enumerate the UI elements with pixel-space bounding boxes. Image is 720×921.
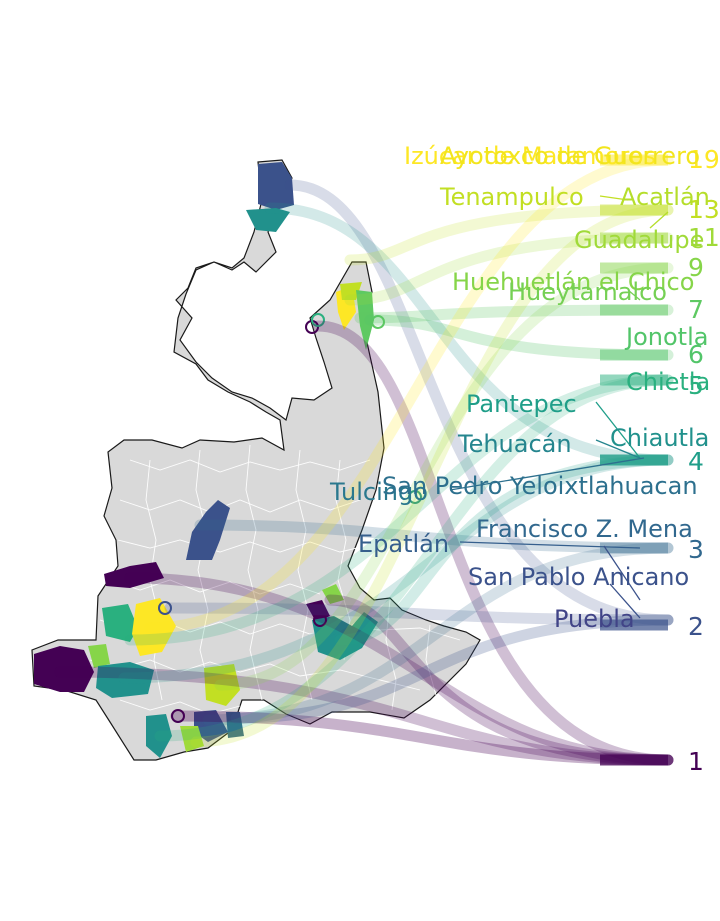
rank-7: 7 — [688, 295, 704, 324]
municipality-teal-south — [146, 714, 172, 758]
municipality-center-blue — [186, 500, 230, 560]
leader-lines — [449, 195, 669, 619]
rank-9: 9 — [688, 253, 704, 282]
rank-6: 6 — [688, 340, 704, 369]
municipality-lime-south — [204, 664, 240, 706]
rank-11: 11 — [688, 223, 720, 252]
label-hueytamalco: Hueytamalco — [508, 278, 667, 306]
highlighted-municipalities — [34, 162, 378, 758]
label-san-pablo: San Pablo Anicano — [468, 563, 689, 591]
rank-4: 4 — [688, 447, 704, 476]
label-huehuetlan: Huehuetlán el Chico — [452, 268, 694, 296]
municipality-teal-west2 — [96, 662, 154, 698]
label-jonotla: Jonotla — [624, 323, 708, 351]
label-francisco: Francisco Z. Mena — [476, 515, 693, 543]
municipality-labels: Izúcar de Matamoros Ayotoxco de Guerrero… — [329, 142, 710, 633]
label-acatlan: Acatlán — [620, 183, 710, 211]
label-san-pedro: San Pedro Yeloixtlahuacan — [382, 472, 698, 500]
label-chietla: Chietla — [626, 368, 710, 396]
municipality-lime-east — [322, 584, 344, 604]
markers — [158, 313, 422, 727]
rank-2: 2 — [688, 612, 704, 641]
municipality-teal-east — [312, 612, 378, 660]
label-tulcingo: Tulcingo — [329, 478, 428, 506]
label-ayotoxco: Ayotoxco de Guerrero — [440, 142, 700, 170]
municipality-teal-west — [102, 604, 138, 642]
rank-19: 19 — [688, 145, 720, 174]
rank-3: 3 — [688, 535, 704, 564]
label-izucar: Izúcar de Matamoros — [404, 142, 656, 170]
rank-5: 5 — [688, 371, 704, 400]
rank-1: 1 — [688, 747, 704, 776]
municipality-green-north — [356, 290, 374, 350]
label-guadalupe: Guadalupe — [574, 226, 704, 254]
municipality-dark-west — [34, 646, 94, 692]
municipality-north-top — [258, 162, 294, 210]
label-epatlan: Epatlán — [358, 530, 449, 558]
label-tehuacan: Tehuacán — [457, 430, 572, 458]
rank-numbers: 19 13 11 9 7 6 5 4 3 2 1 — [688, 145, 720, 776]
municipality-north-teal — [246, 208, 290, 232]
flow-lines — [54, 154, 674, 766]
municipality-lime-south2 — [180, 726, 204, 752]
municipality-purple-west — [104, 562, 164, 588]
label-puebla: Puebla — [554, 605, 635, 633]
label-tenampulco: Tenampulco — [439, 183, 584, 211]
label-chiautla: Chiautla — [610, 424, 709, 452]
rank-bars — [600, 154, 668, 766]
label-pantepec: Pantepec — [466, 390, 577, 418]
municipality-green-west — [88, 644, 110, 668]
municipality-teal-south2 — [226, 712, 244, 738]
municipality-lime-north — [340, 282, 362, 300]
rank-13: 13 — [688, 195, 720, 224]
municipality-yellow-west — [132, 598, 176, 656]
